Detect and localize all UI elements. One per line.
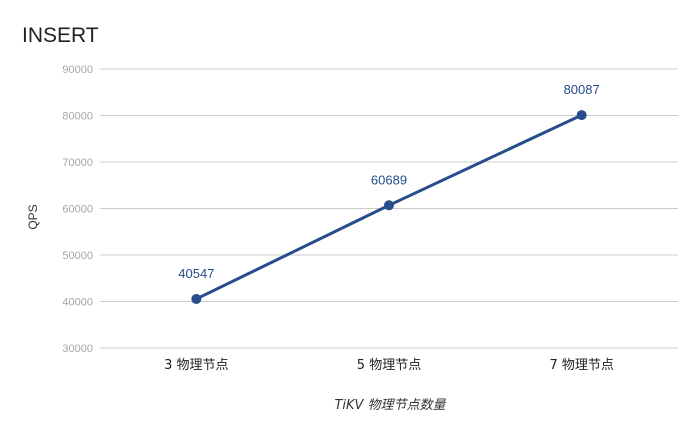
data-label: 80087	[564, 82, 600, 97]
y-tick-label: 80000	[62, 111, 93, 123]
y-tick-label: 30000	[62, 343, 93, 355]
x-tick-label: 5 物理节点	[357, 358, 421, 373]
y-axis-label: QPS	[26, 204, 40, 229]
series-layer: 40547 60689 80087	[178, 82, 600, 304]
y-tick-label: 60000	[62, 204, 93, 216]
data-label: 40547	[178, 266, 214, 281]
data-point	[191, 293, 202, 304]
data-point	[384, 200, 394, 211]
y-axis-ticks: 30000 40000 50000 60000 70000 80000 90000	[62, 64, 93, 355]
x-tick-label: 7 物理节点	[549, 358, 613, 373]
chart-title: INSERT	[22, 24, 99, 47]
y-tick-label: 50000	[62, 250, 93, 262]
x-axis-label: TiKV 物理节点数量	[334, 398, 447, 413]
data-label: 60689	[371, 172, 407, 187]
y-tick-label: 70000	[62, 157, 93, 169]
x-axis-categories: 3 物理节点 5 物理节点 7 物理节点	[164, 358, 614, 373]
y-tick-label: 40000	[62, 297, 93, 309]
x-tick-label: 3 物理节点	[164, 358, 228, 373]
y-tick-label: 90000	[62, 64, 93, 76]
data-point	[576, 110, 587, 121]
